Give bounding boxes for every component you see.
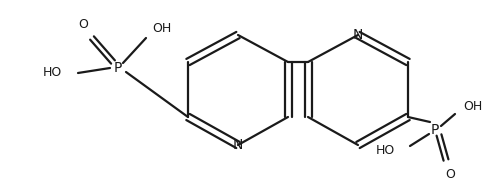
Text: P: P <box>431 123 439 137</box>
Text: N: N <box>353 28 363 42</box>
Text: HO: HO <box>376 143 394 156</box>
Text: O: O <box>78 18 88 32</box>
Text: OH: OH <box>464 99 482 112</box>
Text: OH: OH <box>152 21 172 35</box>
Text: O: O <box>445 168 455 180</box>
Text: P: P <box>114 61 122 75</box>
Text: HO: HO <box>42 67 62 80</box>
Text: N: N <box>233 138 243 152</box>
